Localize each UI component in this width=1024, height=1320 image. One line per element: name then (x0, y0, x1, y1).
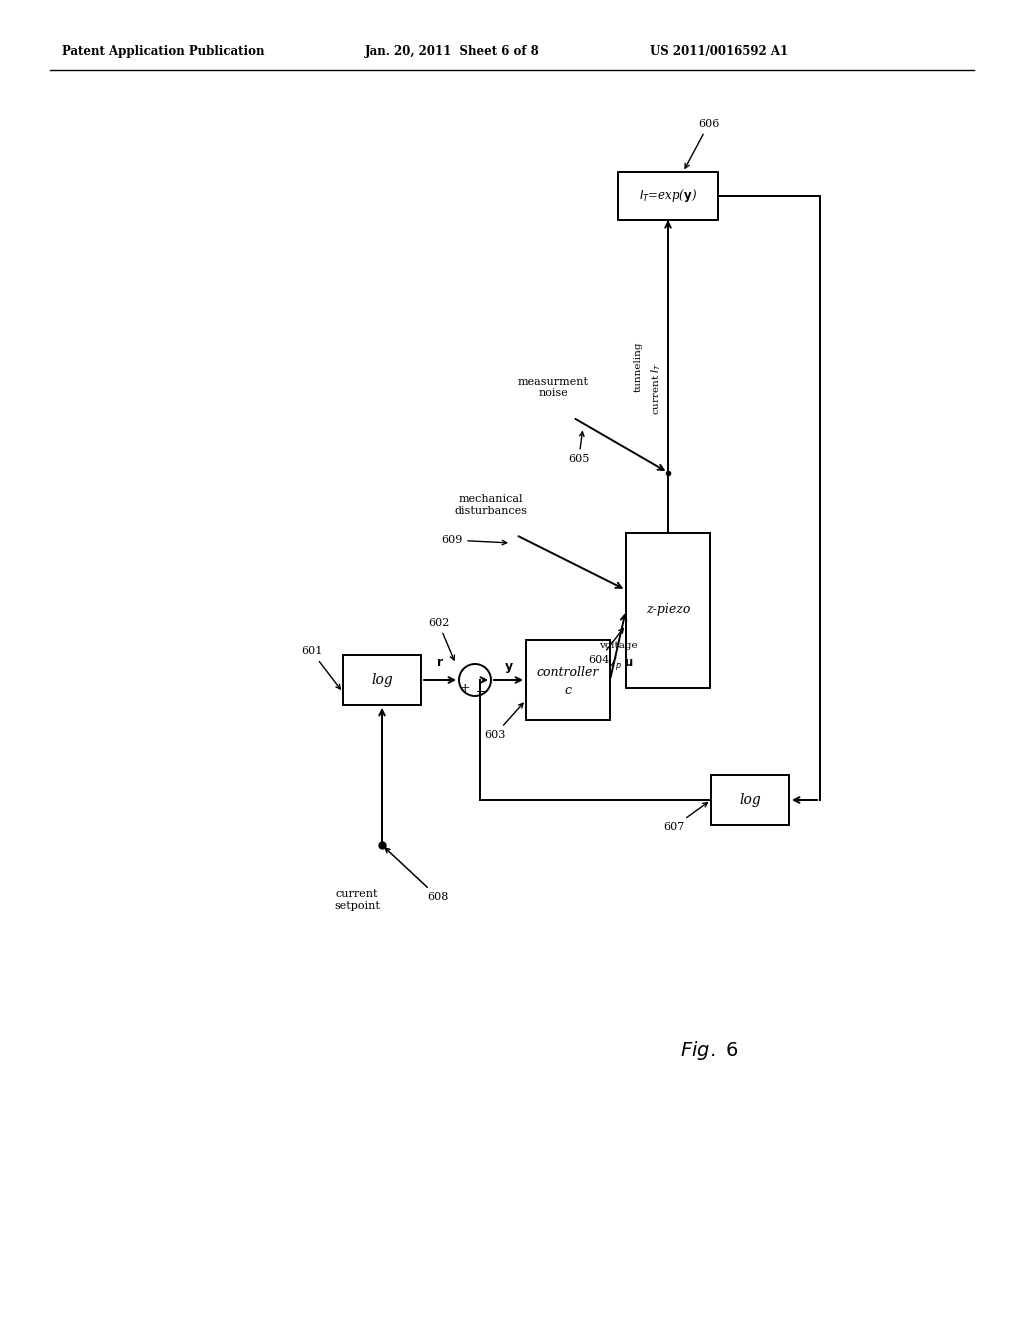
Text: $\mathbf{y}$: $\mathbf{y}$ (504, 661, 514, 675)
Text: z-piezo: z-piezo (646, 603, 690, 616)
Text: c: c (564, 684, 571, 697)
Bar (618, 172, 718, 220)
Text: US 2011/0016592 A1: US 2011/0016592 A1 (650, 45, 788, 58)
Text: tunneling: tunneling (634, 341, 642, 392)
Text: 604: 604 (588, 628, 624, 665)
Text: Jan. 20, 2011  Sheet 6 of 8: Jan. 20, 2011 Sheet 6 of 8 (365, 45, 540, 58)
Text: current
setpoint: current setpoint (334, 890, 380, 911)
Text: +: + (460, 681, 471, 694)
Text: log: log (371, 673, 393, 686)
Text: current $I_T$: current $I_T$ (649, 362, 663, 414)
Text: voltage: voltage (599, 640, 637, 649)
Text: Patent Application Publication: Patent Application Publication (62, 45, 264, 58)
Text: −: − (476, 686, 486, 700)
Text: log: log (739, 793, 761, 807)
Text: 601: 601 (301, 647, 340, 689)
Text: $I_T$=exp($\mathbf{y}$): $I_T$=exp($\mathbf{y}$) (639, 187, 697, 205)
Bar (343, 655, 421, 705)
Text: 603: 603 (484, 704, 523, 741)
Text: mechanical
disturbances: mechanical disturbances (455, 494, 527, 516)
Bar (526, 640, 610, 719)
Bar (711, 775, 790, 825)
Text: measurment
noise: measurment noise (517, 376, 589, 399)
Text: $\it{Fig.\ 6}$: $\it{Fig.\ 6}$ (680, 1039, 738, 1061)
Text: 606: 606 (685, 119, 720, 168)
Text: 602: 602 (428, 618, 455, 660)
Text: $\mathbf{r}$: $\mathbf{r}$ (436, 656, 444, 668)
Text: $V_p$ $\mathbf{u}$: $V_p$ $\mathbf{u}$ (606, 656, 633, 672)
Text: 607: 607 (663, 803, 708, 832)
Text: controller: controller (537, 665, 599, 678)
Text: 605: 605 (568, 432, 590, 465)
Text: 608: 608 (385, 847, 449, 902)
Bar (626, 532, 710, 688)
Text: 609: 609 (441, 535, 507, 545)
